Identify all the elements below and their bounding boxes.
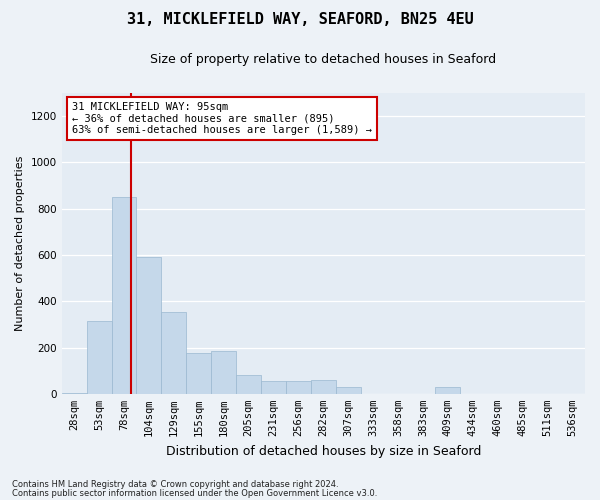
Text: Contains public sector information licensed under the Open Government Licence v3: Contains public sector information licen… xyxy=(12,488,377,498)
Bar xyxy=(86,321,112,394)
Bar xyxy=(236,376,261,394)
Bar xyxy=(436,387,460,394)
Bar xyxy=(211,351,236,394)
Bar xyxy=(112,197,136,394)
Bar xyxy=(336,387,361,394)
Bar xyxy=(311,380,336,394)
X-axis label: Distribution of detached houses by size in Seaford: Distribution of detached houses by size … xyxy=(166,444,481,458)
Y-axis label: Number of detached properties: Number of detached properties xyxy=(15,156,25,331)
Bar xyxy=(261,381,286,394)
Bar xyxy=(136,258,161,394)
Text: 31, MICKLEFIELD WAY, SEAFORD, BN25 4EU: 31, MICKLEFIELD WAY, SEAFORD, BN25 4EU xyxy=(127,12,473,28)
Text: Contains HM Land Registry data © Crown copyright and database right 2024.: Contains HM Land Registry data © Crown c… xyxy=(12,480,338,489)
Bar xyxy=(62,392,86,394)
Bar xyxy=(186,354,211,394)
Title: Size of property relative to detached houses in Seaford: Size of property relative to detached ho… xyxy=(150,52,496,66)
Text: 31 MICKLEFIELD WAY: 95sqm
← 36% of detached houses are smaller (895)
63% of semi: 31 MICKLEFIELD WAY: 95sqm ← 36% of detac… xyxy=(72,102,372,136)
Bar xyxy=(161,312,186,394)
Bar xyxy=(286,381,311,394)
